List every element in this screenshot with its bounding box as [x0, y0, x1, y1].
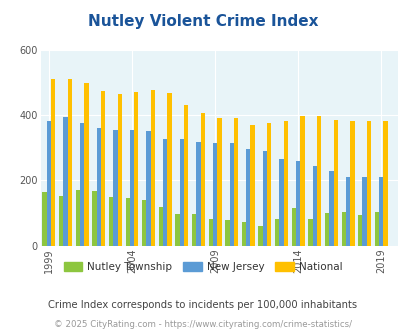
Text: Nutley Violent Crime Index: Nutley Violent Crime Index — [87, 14, 318, 29]
Bar — [125, 198, 130, 246]
Bar — [130, 130, 134, 246]
Bar — [212, 143, 217, 246]
Bar — [158, 207, 163, 246]
Bar — [333, 119, 337, 246]
Bar — [175, 214, 179, 246]
Bar — [279, 159, 283, 246]
Bar — [47, 120, 51, 246]
Bar — [362, 177, 366, 246]
Bar — [96, 128, 101, 246]
Bar — [179, 140, 183, 246]
Bar — [101, 91, 105, 246]
Bar — [316, 115, 320, 246]
Bar — [258, 226, 262, 246]
Bar — [291, 208, 295, 246]
Bar — [167, 93, 171, 246]
Bar — [51, 79, 55, 246]
Bar — [68, 79, 72, 246]
Bar — [200, 113, 205, 246]
Bar — [324, 213, 328, 246]
Bar — [245, 149, 250, 246]
Bar — [208, 219, 212, 246]
Bar — [233, 118, 238, 246]
Bar — [43, 192, 47, 246]
Bar — [109, 197, 113, 246]
Bar — [374, 213, 378, 246]
Bar — [217, 118, 221, 246]
Bar — [150, 90, 155, 246]
Bar — [307, 219, 312, 246]
Bar — [250, 125, 254, 246]
Text: Crime Index corresponds to incidents per 100,000 inhabitants: Crime Index corresponds to incidents per… — [48, 300, 357, 310]
Bar — [341, 212, 345, 246]
Bar — [92, 191, 96, 246]
Bar — [241, 222, 245, 246]
Bar — [196, 142, 200, 246]
Bar — [366, 121, 370, 246]
Bar — [192, 214, 196, 246]
Bar — [328, 171, 333, 246]
Legend: Nutley Township, New Jersey, National: Nutley Township, New Jersey, National — [59, 257, 346, 276]
Bar — [262, 151, 266, 246]
Bar — [382, 121, 387, 246]
Bar — [117, 94, 121, 246]
Bar — [225, 220, 229, 246]
Bar — [75, 190, 80, 246]
Bar — [350, 121, 354, 246]
Bar — [84, 83, 88, 246]
Bar — [283, 120, 287, 246]
Bar — [357, 215, 362, 246]
Bar — [63, 117, 68, 246]
Text: © 2025 CityRating.com - https://www.cityrating.com/crime-statistics/: © 2025 CityRating.com - https://www.city… — [54, 319, 351, 329]
Bar — [295, 161, 300, 246]
Bar — [345, 177, 350, 246]
Bar — [113, 130, 117, 246]
Bar — [266, 123, 271, 246]
Bar — [80, 123, 84, 246]
Bar — [134, 92, 138, 246]
Bar — [163, 140, 167, 246]
Bar — [59, 196, 63, 246]
Bar — [275, 219, 279, 246]
Bar — [183, 105, 188, 246]
Bar — [142, 200, 146, 246]
Bar — [312, 166, 316, 246]
Bar — [146, 131, 150, 246]
Bar — [229, 143, 233, 246]
Bar — [378, 177, 382, 246]
Bar — [300, 115, 304, 246]
